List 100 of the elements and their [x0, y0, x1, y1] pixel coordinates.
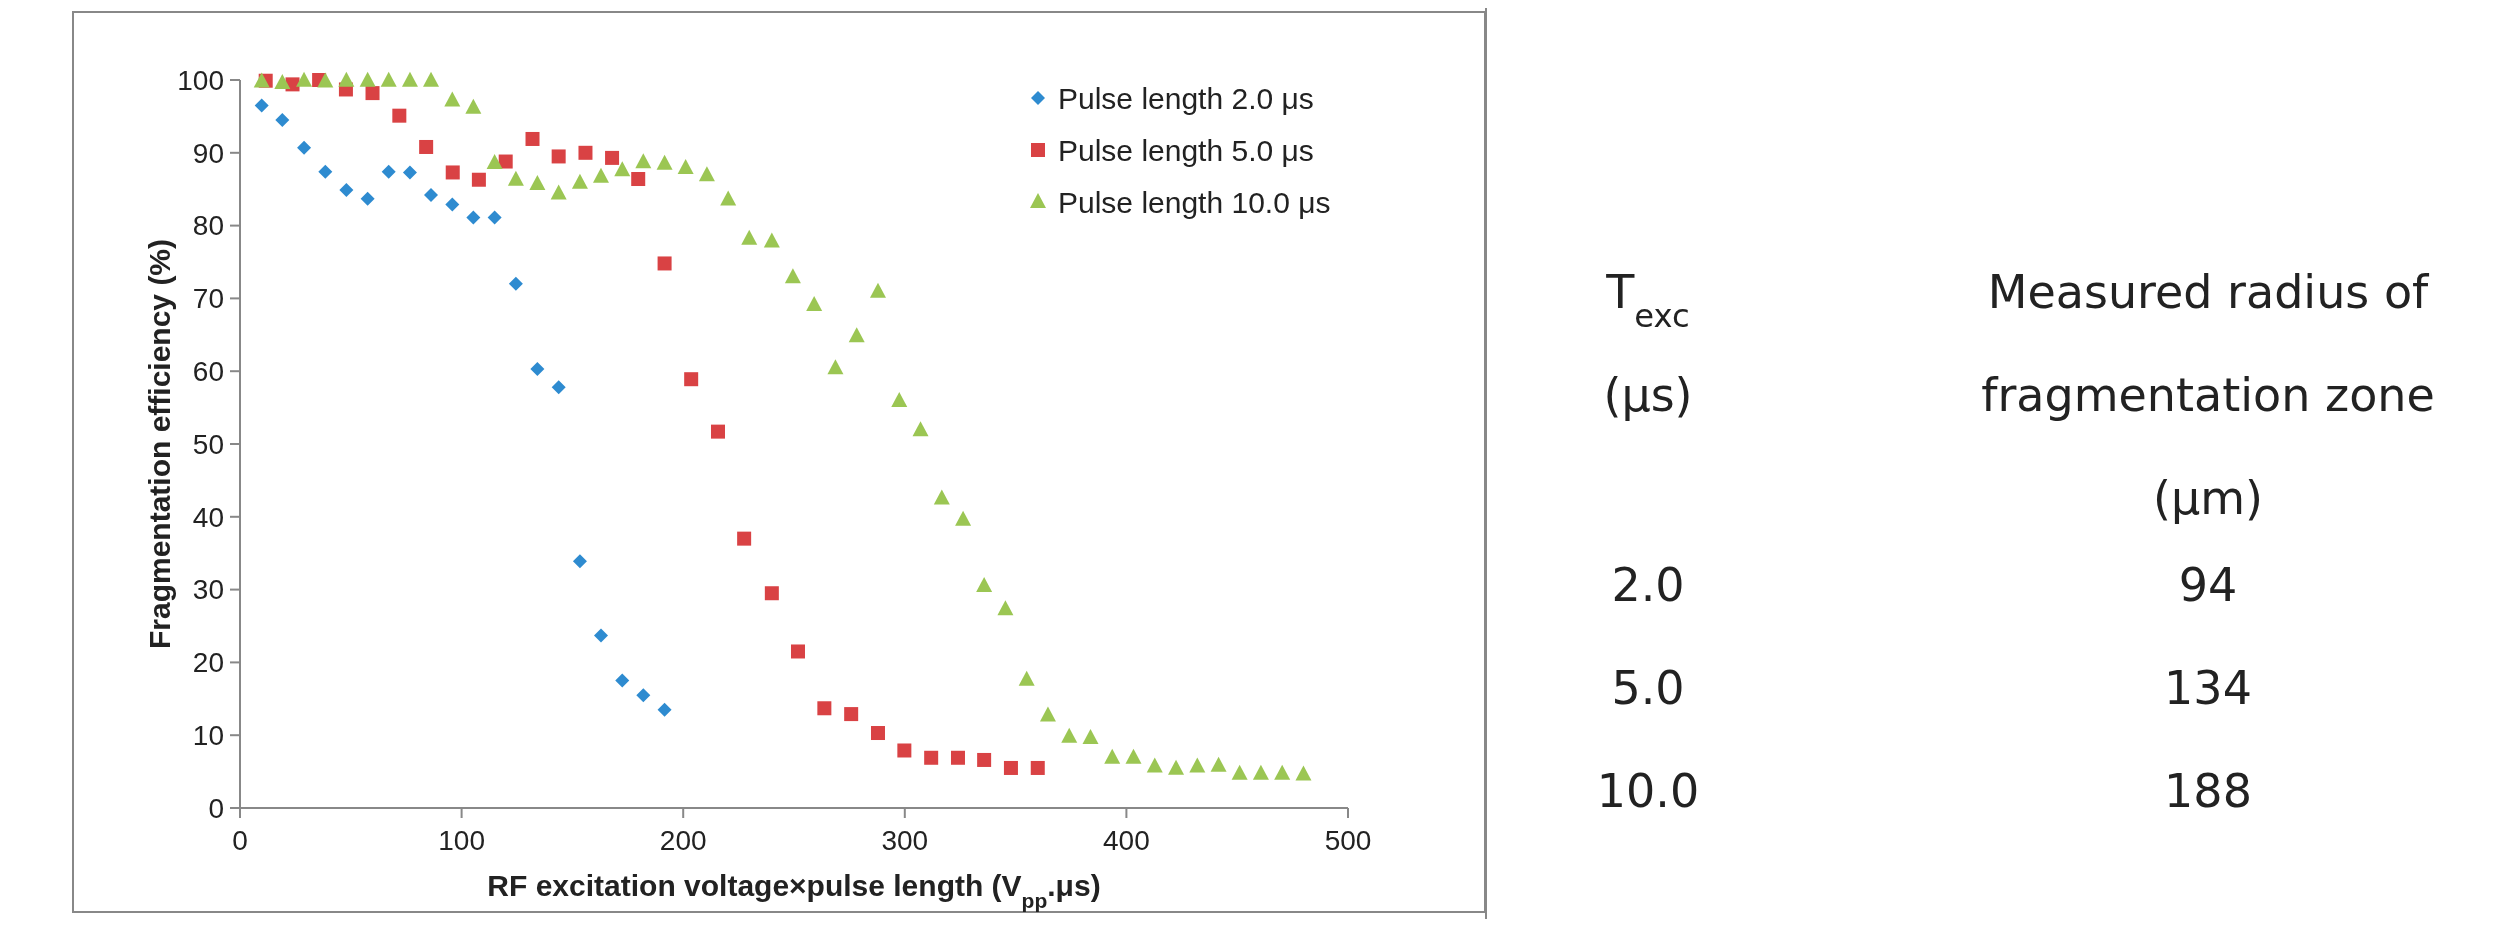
point	[498, 154, 513, 169]
point	[578, 145, 593, 160]
point	[339, 182, 354, 197]
x-tick-label: 500	[1324, 825, 1372, 856]
point	[465, 98, 482, 114]
point	[636, 688, 651, 703]
point	[507, 170, 524, 186]
point	[550, 184, 567, 200]
point	[976, 576, 993, 592]
point	[891, 392, 908, 408]
point	[614, 161, 631, 177]
point	[710, 424, 725, 439]
point	[1082, 729, 1099, 745]
point	[635, 153, 652, 169]
point	[806, 295, 823, 311]
point	[784, 268, 801, 284]
point	[445, 165, 460, 180]
x-tick-label: 200	[659, 825, 707, 856]
point	[253, 72, 270, 88]
point	[466, 210, 481, 225]
y-tick-label: 90	[192, 137, 224, 169]
point	[401, 71, 418, 87]
text: 2.0	[1611, 558, 1685, 612]
point	[1231, 764, 1248, 780]
point	[870, 726, 885, 741]
point	[445, 197, 460, 212]
text: Measured radius of fragmentation zone (μm)	[1981, 265, 2435, 525]
y-tick-label: 0	[208, 792, 224, 824]
x-tick-label: 300	[881, 825, 929, 856]
y-tick-label: 30	[192, 574, 224, 606]
point	[402, 165, 417, 180]
point	[924, 750, 939, 765]
point	[274, 73, 291, 89]
point	[1030, 760, 1045, 775]
y-tick-label: 80	[192, 210, 224, 242]
point	[844, 707, 859, 722]
point	[684, 372, 699, 387]
point	[1039, 706, 1056, 722]
point	[977, 752, 992, 767]
point	[423, 71, 440, 87]
point	[656, 154, 673, 170]
text: 10.0	[1596, 764, 1700, 818]
point	[365, 86, 380, 101]
point	[1104, 748, 1121, 764]
point	[657, 256, 672, 271]
point	[869, 282, 886, 298]
point	[1274, 764, 1291, 780]
point	[1003, 760, 1018, 775]
point	[720, 190, 737, 206]
point	[657, 702, 672, 717]
point	[381, 164, 396, 179]
point	[296, 71, 313, 87]
point	[572, 554, 587, 569]
point	[997, 600, 1014, 616]
point	[698, 166, 715, 182]
y-tick-label: 70	[192, 283, 224, 315]
point	[1018, 670, 1035, 686]
point	[631, 172, 646, 187]
x-tick-label: 400	[1103, 825, 1150, 856]
point	[424, 188, 439, 203]
y-tick-label: 40	[192, 501, 224, 533]
point	[1125, 748, 1142, 764]
point	[297, 140, 312, 155]
point	[419, 139, 434, 154]
point	[848, 327, 865, 343]
point	[380, 71, 397, 87]
point	[275, 113, 290, 128]
point	[1295, 765, 1312, 781]
point	[737, 531, 752, 546]
point	[592, 167, 609, 183]
point	[593, 628, 608, 643]
text: 5.0	[1611, 661, 1685, 715]
x-axis-title: RF excitation voltage×pulse length (V$_{pp}$.μs)	[487, 869, 1101, 912]
legend-label: Pulse length 5.0 μs	[1058, 133, 1314, 167]
point	[817, 701, 832, 716]
point	[605, 150, 620, 165]
point	[912, 421, 929, 437]
point	[827, 359, 844, 375]
point	[571, 173, 588, 189]
point	[486, 153, 503, 169]
text: T$_{exc}$ (μs)	[1603, 265, 1693, 422]
point	[317, 72, 334, 88]
legend-label: Pulse length 2.0 μs	[1058, 81, 1314, 115]
point	[1168, 759, 1185, 775]
legend-label: Pulse length 10.0 μs	[1058, 185, 1331, 219]
point	[933, 489, 950, 505]
x-tick-label: 100	[438, 825, 485, 856]
point	[359, 71, 376, 87]
point	[1146, 757, 1163, 773]
y-tick-label: 50	[192, 428, 224, 460]
point	[487, 210, 502, 225]
point	[615, 673, 630, 688]
y-tick-label: 60	[192, 356, 224, 387]
point	[444, 91, 461, 107]
point	[790, 644, 805, 659]
text: 94	[2178, 558, 2238, 612]
point	[530, 362, 545, 377]
point	[1061, 727, 1078, 743]
point	[254, 98, 269, 113]
point	[741, 229, 758, 245]
